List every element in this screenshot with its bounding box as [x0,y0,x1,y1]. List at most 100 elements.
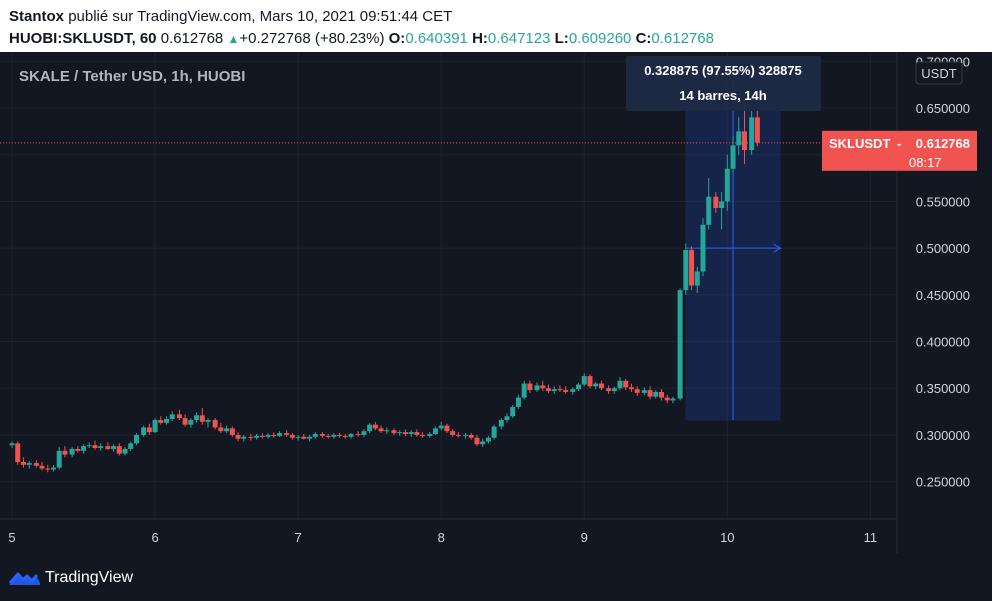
candle-body [670,398,676,401]
candle-body [570,389,576,392]
candle-body [111,446,117,449]
candle-body [741,131,747,151]
published-text: publié sur TradingView.com, Mars 10, 202… [68,8,453,25]
last-price-symbol: SKLUSDT [829,136,890,151]
measure-horizontal-arrowhead [773,243,782,253]
candle-body [378,428,384,432]
tradingview-brand[interactable]: TradingView [9,569,133,587]
y-tick-label: 0.550000 [916,194,970,209]
candle-body [122,448,128,454]
candle-body [659,391,665,398]
y-tick-label: 0.250000 [916,475,970,490]
candle-body [361,431,367,435]
y-tick-label: 0.450000 [916,288,970,303]
candle-body [9,443,15,446]
candle-body [116,446,122,454]
tradingview-logo-icon [9,572,40,585]
candle-body [485,437,491,442]
x-tick-label: 7 [295,530,302,545]
measure-tooltip-line2: 14 barres, 14h [679,88,767,103]
author-name[interactable]: Stantox [9,8,65,25]
candle-body [229,428,235,435]
candle-body [504,416,510,420]
candle-body [510,406,516,417]
candle-body [432,428,438,435]
current-price: 0.612768 [160,30,224,47]
currency-badge-bg [915,61,963,85]
price-axis[interactable]: 0.250000 0.300000 0.350000 0.400000 0.450000… [896,52,970,553]
close-label: C: [635,30,652,47]
candle-body [641,390,647,393]
candle-body [694,271,700,286]
last-price-countdown: 08:17 [909,155,942,170]
candle-body [444,425,450,432]
symbol-info-line: HUOBI:SKLUSDT, 60 0.612768 ▲+0.272768 (+… [9,30,714,47]
candle-body [194,415,200,420]
candle-body [450,431,456,435]
candle-body [248,436,254,438]
candle-body [730,145,736,169]
candle-body [414,432,420,435]
open-value: 0.640391 [405,30,468,47]
high-label: H: [472,30,488,47]
close-value: 0.612768 [651,30,714,47]
measure-box [685,68,782,421]
candle-body [69,448,75,455]
candle-body [623,380,629,388]
candle-body [515,397,521,407]
candle-body [587,376,593,387]
candle-body [402,432,408,435]
candle-body [611,388,617,392]
candle-body [438,425,444,429]
candle-body [463,434,469,436]
candle-body [713,196,719,208]
candle-body [397,432,403,434]
grid [0,52,897,519]
candle-body [205,419,211,422]
candle-body [98,446,104,449]
candle-body [372,424,378,429]
candle-body [427,434,433,436]
x-tick-label: 11 [864,530,878,545]
candle-body [581,376,587,385]
candle-body [152,419,158,433]
candle-body [86,445,92,447]
candle-body [15,443,21,463]
measure-tooltip-bg [626,56,821,111]
y-tick-label: 0.300000 [916,428,970,443]
chart-area[interactable]: SKALE / Tether USD, 1h, HUOBI 0.328875 (… [0,52,992,601]
candle-body [576,384,582,390]
last-price-dash: - [897,136,901,151]
candle-body [259,435,265,437]
candle-body [653,391,659,397]
up-arrow-icon: ▲ [227,32,240,46]
candle-body [33,462,39,466]
candle-body [141,427,147,435]
candle-body [212,419,218,428]
candle-body [367,424,373,432]
candle-body [480,441,486,445]
measure-tooltip-line1: 0.328875 (97.55%) 328875 [644,63,802,78]
x-tick-label: 10 [720,530,734,545]
candle-body [158,419,164,423]
candle-body [606,388,612,392]
y-tick-label: 0.500000 [916,241,970,256]
candle-body [218,427,224,432]
currency-badge-text: USDT [921,66,956,81]
currency-badge[interactable]: USDT [915,61,963,85]
time-axis[interactable]: 5 6 7 8 9 10 11 [0,518,897,545]
candle-body [224,428,230,432]
candle-body [683,250,689,291]
open-label: O: [388,30,406,47]
candle-body [81,446,87,451]
candle-body [301,436,307,439]
candle-body [254,435,260,438]
candle-body [384,430,390,432]
candle-body [265,434,271,437]
candlestick-chart[interactable]: SKALE / Tether USD, 1h, HUOBI 0.328875 (… [0,52,992,601]
y-tick-label: 0.650000 [916,101,970,116]
low-label: L: [554,30,569,47]
price-change: +0.272768 (+80.23%) [239,30,385,47]
last-price-label: SKLUSDT - 0.612768 08:17 [822,130,977,171]
y-tick-label: 0.350000 [916,381,970,396]
